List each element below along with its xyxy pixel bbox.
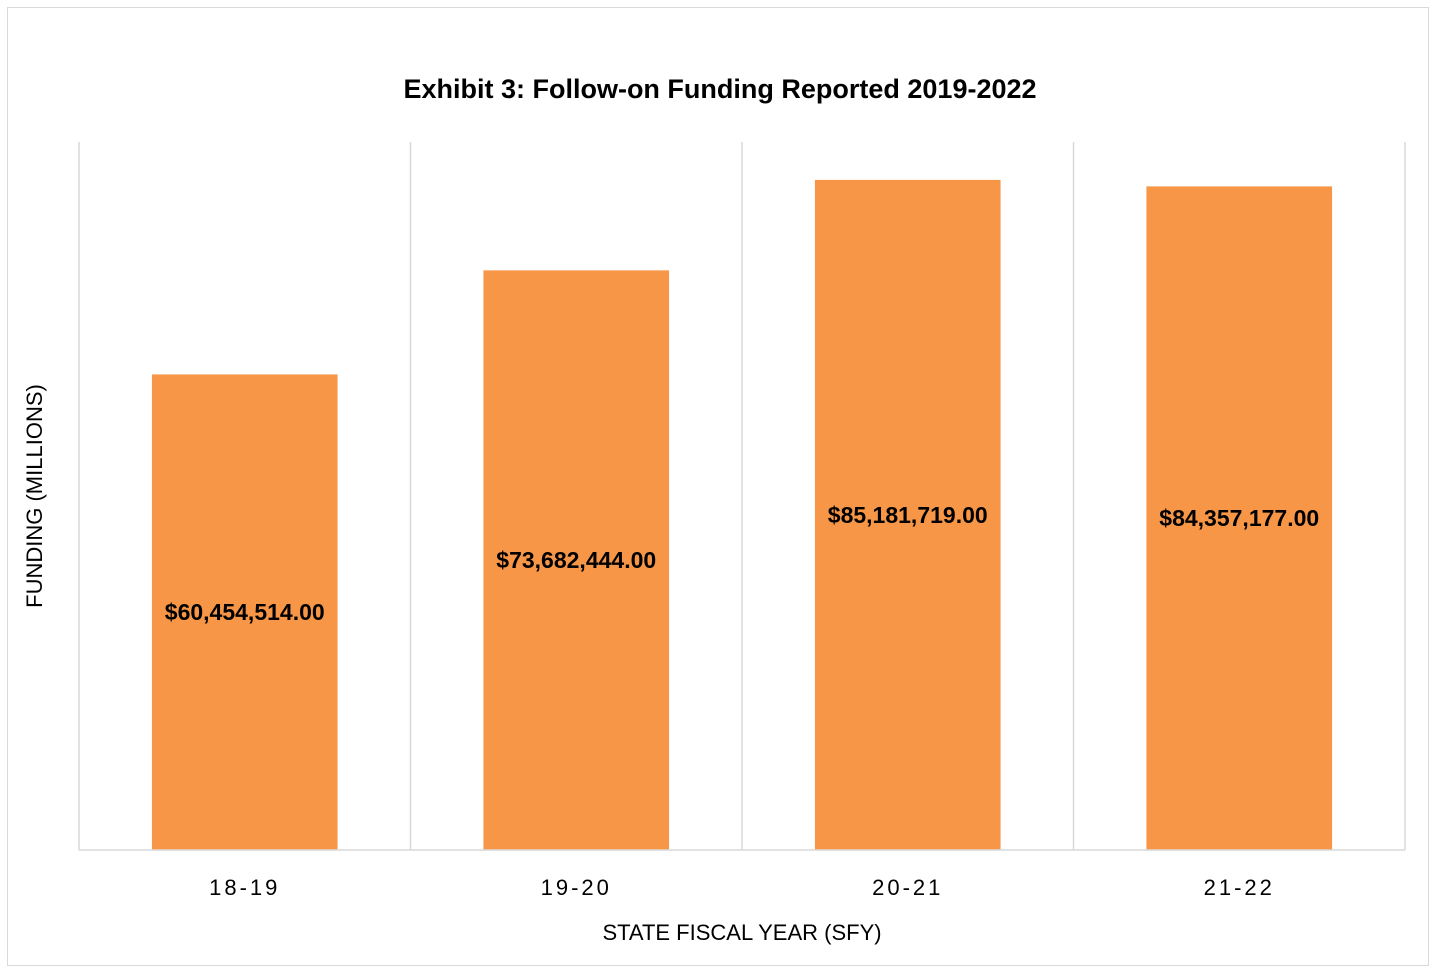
data-label-21-22: $84,357,177.00 <box>1159 505 1319 531</box>
gridlines <box>78 142 1406 850</box>
y-axis-title: FUNDING (MILLIONS) <box>22 384 47 608</box>
bar-20-21 <box>814 179 1001 850</box>
bars <box>151 179 1333 851</box>
x-tick-labels: 18-19 19-20 20-21 21-22 <box>209 875 1275 900</box>
bar-19-20 <box>483 270 670 851</box>
x-axis-title: STATE FISCAL YEAR (SFY) <box>602 920 881 945</box>
x-tick-label-21-22: 21-22 <box>1204 875 1275 900</box>
x-tick-label-18-19: 18-19 <box>209 875 280 900</box>
data-label-19-20: $73,682,444.00 <box>496 547 656 573</box>
chart-title: Exhibit 3: Follow-on Funding Reported 20… <box>403 74 1036 104</box>
data-label-20-21: $85,181,719.00 <box>828 502 988 528</box>
data-label-18-19: $60,454,514.00 <box>165 599 325 625</box>
bar-18-19 <box>151 374 338 850</box>
x-tick-label-20-21: 20-21 <box>872 875 943 900</box>
x-tick-label-19-20: 19-20 <box>541 875 612 900</box>
data-labels: $60,454,514.00 $73,682,444.00 $85,181,719.… <box>165 502 1319 625</box>
bar-21-22 <box>1146 186 1333 851</box>
